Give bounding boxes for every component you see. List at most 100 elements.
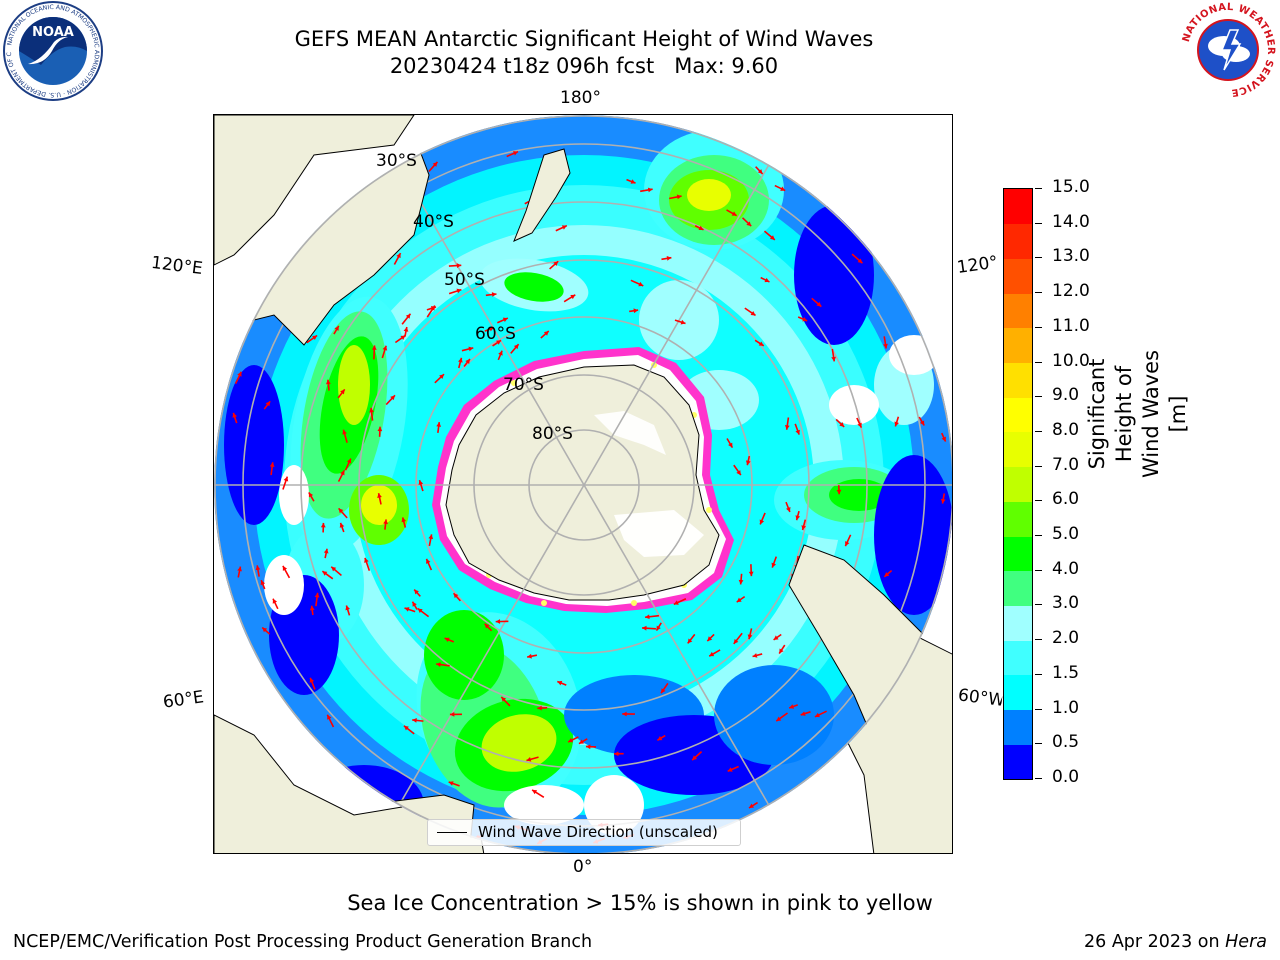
colorbar-tick xyxy=(1035,535,1042,537)
wave-arrow-head xyxy=(232,412,238,418)
colorbar-tick xyxy=(1035,257,1042,259)
lon-label-120e: 120°E xyxy=(149,252,204,280)
wave-arrow-head xyxy=(327,714,332,720)
wave-arrow-head xyxy=(532,789,538,795)
wave-arrow-head xyxy=(309,605,315,611)
lon-label-top: 180° xyxy=(560,88,601,108)
colorbar-segment xyxy=(1004,744,1032,780)
wave-arrow-head xyxy=(776,716,782,722)
wave-arrow-head xyxy=(746,221,752,227)
lat-label-80s: 80°S xyxy=(532,424,573,444)
wave-arrow-head xyxy=(400,335,406,340)
colorbar-segment xyxy=(1004,223,1032,259)
wave-arrow-head xyxy=(633,308,639,314)
colorbar-segment xyxy=(1004,397,1032,433)
wave-arrow-head xyxy=(501,696,507,702)
wave-arrow-head xyxy=(495,619,501,624)
wave-arrow-head xyxy=(622,711,627,717)
colorbar-segment xyxy=(1004,570,1032,606)
wave-arrow-head xyxy=(453,593,459,599)
wave-arrow-head xyxy=(661,688,666,694)
lon-label-120w: 120° xyxy=(955,252,1000,278)
wave-arrow-head xyxy=(780,186,786,191)
wave-arrow-head xyxy=(657,735,663,741)
colorbar-tick-label: 14.0 xyxy=(1052,211,1090,232)
wave-arrow-head xyxy=(342,429,347,435)
wave-arrow-head xyxy=(709,651,715,657)
wave-arrow-head xyxy=(346,458,352,464)
footer-date: 26 Apr 2023 on Hera xyxy=(1084,932,1267,952)
wave-arrow-head xyxy=(526,757,532,762)
wave-arrow-head xyxy=(272,598,278,604)
wave-arrow-head xyxy=(757,169,763,174)
colorbar-tick-label: 8.0 xyxy=(1052,419,1080,440)
colorbar-segment xyxy=(1004,189,1032,225)
wave-arrow-head xyxy=(789,704,795,709)
colorbar-tick-label: 9.0 xyxy=(1052,385,1080,406)
wave-arrow-head xyxy=(513,151,518,156)
wave-arrow-head xyxy=(282,565,288,571)
wave-arrow-head xyxy=(382,345,388,351)
wave-arrow-head xyxy=(403,327,409,332)
lat-label-40s: 40°S xyxy=(413,212,454,232)
colorbar-segment xyxy=(1004,431,1032,468)
wave-arrow-head xyxy=(390,395,395,401)
wave-arrow-head xyxy=(779,648,784,654)
colorbar-tick-label: 5.0 xyxy=(1052,524,1080,545)
wave-arrow-head xyxy=(786,507,791,513)
wave-arrow-head xyxy=(814,712,820,718)
chart-subtitle: 20230424 t18z 096h fcst Max: 9.60 xyxy=(389,54,779,78)
wave-arrow-head xyxy=(331,566,337,572)
wave-arrow-head xyxy=(468,346,474,352)
wave-arrow-head xyxy=(396,253,401,259)
wave-arrow-head xyxy=(568,737,574,743)
sea-ice-note: Sea Ice Concentration > 15% is shown in … xyxy=(347,891,933,915)
colorbar-tick xyxy=(1035,673,1042,675)
wave-arrow-head xyxy=(752,653,758,658)
colorbar-segment xyxy=(1004,536,1032,572)
lat-label-50s: 50°S xyxy=(444,270,485,290)
wave-arrow-head xyxy=(543,330,549,336)
legend-line-swatch xyxy=(437,832,467,833)
wave-arrow-head xyxy=(513,344,519,350)
wave-arrow-head xyxy=(364,557,369,563)
colorbar-segment xyxy=(1004,293,1032,329)
map-legend: Wind Wave Direction (unscaled) xyxy=(427,819,741,846)
wave-arrow-head xyxy=(769,235,775,240)
lat-label-70s: 70°S xyxy=(503,375,544,395)
wave-arrow-head xyxy=(570,294,576,300)
colorbar-tick xyxy=(1035,292,1042,294)
wave-arrow-head xyxy=(784,425,790,430)
wave-arrow-head xyxy=(800,711,806,716)
wave-arrow-head xyxy=(687,638,693,644)
wave-arrow-head xyxy=(338,508,344,514)
wave-arrow-head xyxy=(692,755,698,761)
wave-arrow-head xyxy=(857,422,862,428)
wave-arrow-head xyxy=(680,319,686,325)
colorbar-segment xyxy=(1004,466,1032,502)
colorbar-tick xyxy=(1035,743,1042,745)
noaa-logo-icon: NATIONAL OCEANIC AND ATMOSPHERIC ADMINIS… xyxy=(2,0,103,101)
wave-arrow-head xyxy=(414,589,419,595)
colorbar-tick xyxy=(1035,778,1042,779)
wave-arrow-head xyxy=(412,601,417,607)
wave-arrow-head xyxy=(733,638,739,644)
wave-arrow-head xyxy=(369,407,374,413)
colorbar-tick-label: 15.0 xyxy=(1052,177,1090,197)
wave-arrow-head xyxy=(553,261,559,267)
wave-arrow-head xyxy=(894,421,899,427)
wave-arrow-head xyxy=(727,767,733,772)
wave-arrow-head xyxy=(502,317,508,323)
colorbar-segment xyxy=(1004,362,1032,398)
wave-arrow-head xyxy=(371,345,377,350)
noaa-logo-text: NOAA xyxy=(32,25,74,40)
wave-arrow-head xyxy=(323,548,329,554)
legend-label: Wind Wave Direction (unscaled) xyxy=(478,823,718,841)
wave-arrow-head xyxy=(340,470,345,476)
wave-arrow-head xyxy=(265,401,271,407)
wave-arrow-head xyxy=(747,634,753,640)
wave-arrow-head xyxy=(845,541,850,547)
wave-arrow-head xyxy=(561,225,567,230)
colorbar-title: Significant Height of Wind Waves [m] xyxy=(1085,349,1190,479)
colorbar-tick-label: 0.0 xyxy=(1052,767,1080,787)
